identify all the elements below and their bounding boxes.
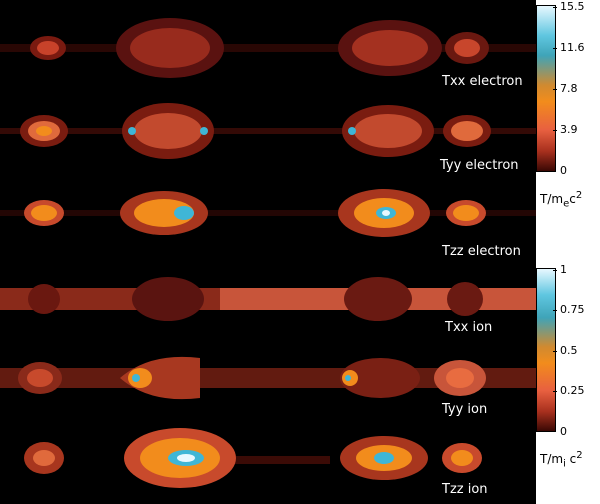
electron-tickmark: [553, 130, 557, 131]
unit-subscript: e: [563, 198, 570, 210]
electron-tick-label: 7.8: [560, 82, 578, 95]
electron-tickmark: [553, 89, 557, 90]
ion-tick-label: 0.5: [560, 344, 578, 357]
unit-tail: c: [569, 192, 576, 206]
unit-text: T/m: [540, 452, 564, 466]
ion-unit-label: T/mi c2: [540, 450, 583, 469]
panel-label: Txx electron: [442, 74, 523, 89]
panel-tyy-electron: Tyy electron: [0, 88, 536, 173]
tyy-ion-map: [0, 356, 536, 400]
electron-tickmark: [553, 48, 557, 49]
ion-tick-label: 0: [560, 425, 567, 438]
unit-tail: c: [565, 452, 577, 466]
panel-tzz-electron: Tzz electron: [0, 172, 536, 259]
ion-tickmark: [553, 270, 557, 271]
panel-label: Tzz electron: [442, 244, 521, 259]
ion-tickmark: [553, 310, 557, 311]
electron-unit-label: T/mec2: [540, 190, 582, 209]
tyy-electron-map: [0, 103, 536, 159]
electron-tick-label: 11.6: [560, 41, 585, 54]
txx-ion-map: [0, 277, 536, 321]
electron-tick-label: 0: [560, 164, 567, 177]
unit-superscript: 2: [576, 450, 583, 461]
ion-tickmark: [553, 351, 557, 352]
tzz-electron-map: [0, 189, 536, 237]
ion-tick-label: 0.75: [560, 303, 585, 316]
electron-colorbar: [536, 5, 556, 172]
panel-txx-electron: Txx electron: [0, 0, 536, 89]
electron-tick-label: 3.9: [560, 123, 578, 136]
panel-txx-ion: Txx ion: [0, 256, 536, 340]
ion-tick-label: 0.25: [560, 384, 585, 397]
tzz-ion-map: [24, 428, 482, 488]
unit-text: T/m: [540, 192, 564, 206]
unit-superscript: 2: [575, 190, 583, 201]
ion-tickmark: [553, 391, 557, 392]
temperature-panels: Txx electron Tyy electron: [0, 0, 536, 504]
panel-label: Tyy electron: [440, 158, 519, 173]
panel-tzz-ion: Tzz ion: [0, 420, 536, 504]
ion-colorbar: [536, 268, 556, 432]
electron-tickmark: [553, 7, 557, 8]
panel-label: Tzz ion: [442, 482, 488, 497]
ion-tick-label: 1: [560, 263, 567, 276]
txx-electron-map: [0, 18, 536, 78]
unit-subscript: i: [563, 458, 566, 470]
electron-tick-label: 15.5: [560, 0, 585, 13]
panel-tyy-ion: Tyy ion: [0, 340, 536, 424]
panel-label: Tyy ion: [442, 402, 488, 417]
panel-label: Txx ion: [445, 320, 493, 335]
